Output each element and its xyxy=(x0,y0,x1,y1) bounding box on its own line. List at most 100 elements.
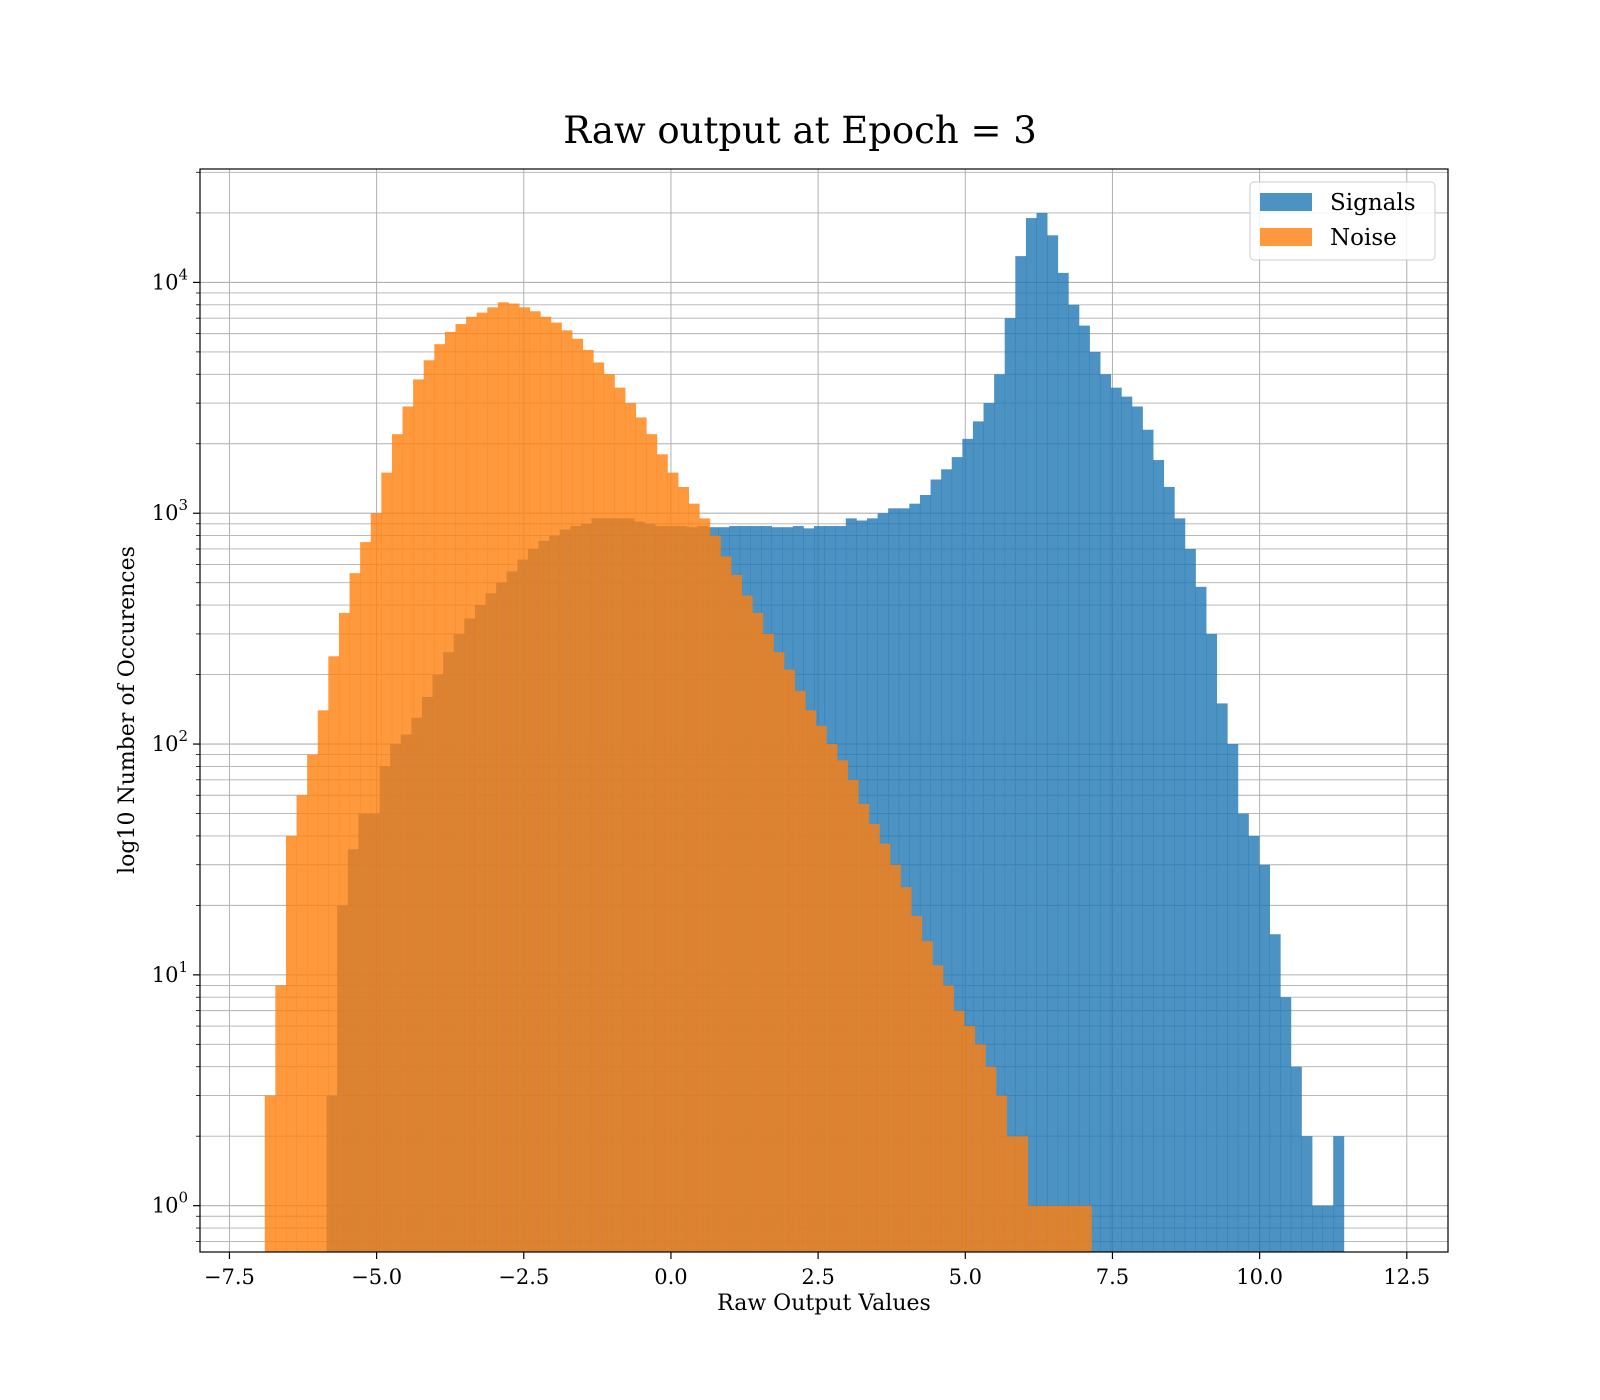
noise-bar xyxy=(360,542,372,1252)
noise-bar xyxy=(614,387,626,1252)
signals-bar xyxy=(1078,325,1090,1253)
plot-frame xyxy=(199,168,1449,1253)
noise-bar xyxy=(889,864,901,1252)
noise-bar xyxy=(805,710,817,1252)
noise-bar xyxy=(328,656,340,1252)
noise-bar xyxy=(1027,1205,1039,1252)
signals-bar xyxy=(994,374,1006,1252)
noise-bar xyxy=(550,322,562,1252)
signals-bar xyxy=(898,508,910,1253)
signals-bar xyxy=(919,494,931,1253)
signals-bar xyxy=(1248,835,1260,1252)
noise-bar xyxy=(466,316,478,1252)
noise-bar xyxy=(497,302,509,1252)
noise-bar xyxy=(921,941,933,1252)
signals-bar xyxy=(1015,256,1027,1252)
noise-bar xyxy=(519,307,531,1252)
noise-bar xyxy=(508,303,520,1252)
noise-bar xyxy=(667,472,679,1253)
signals-bar xyxy=(1004,318,1016,1252)
noise-bar xyxy=(582,349,594,1252)
noise-bar xyxy=(264,1095,276,1252)
x-tick-label: 2.5 xyxy=(801,1265,834,1289)
signals-bar xyxy=(1184,548,1196,1252)
signals-bar xyxy=(1068,304,1080,1252)
signals-bar xyxy=(1089,351,1101,1252)
noise-bar xyxy=(487,307,499,1252)
noise-bar xyxy=(1017,1136,1029,1252)
signals-bar xyxy=(930,479,942,1252)
x-tick-label: −2.5 xyxy=(498,1265,549,1289)
noise-bar xyxy=(1038,1205,1050,1252)
signals-bar xyxy=(1259,864,1271,1252)
noise-bar xyxy=(1070,1205,1082,1252)
signals-bar xyxy=(951,457,963,1252)
signals-bar xyxy=(983,403,995,1253)
signals-bar xyxy=(1290,1066,1302,1252)
x-axis-ticks: −7.5 −5.0 −2.5 0.0 2.5 5.0 7.5 10.0 12.5 xyxy=(204,1252,1430,1289)
plot-area xyxy=(199,168,1449,1253)
noise-bar xyxy=(815,725,827,1252)
signals-bar xyxy=(962,438,974,1252)
signals-bar xyxy=(972,421,984,1252)
x-tick-label: 0.0 xyxy=(654,1265,687,1289)
noise-bar xyxy=(275,985,287,1252)
noise-bar xyxy=(296,795,308,1252)
noise-bar xyxy=(635,417,647,1252)
signals-bar xyxy=(1025,218,1037,1252)
noise-bar xyxy=(656,454,668,1252)
signals-bar xyxy=(1163,486,1175,1252)
signals-bar xyxy=(1110,387,1122,1252)
noise-bar xyxy=(603,374,615,1252)
noise-bar xyxy=(995,1095,1007,1252)
signals-bar xyxy=(909,503,921,1252)
signals-bar xyxy=(1036,212,1048,1253)
y-tick-label: 104 xyxy=(152,265,188,294)
x-tick-label: 5.0 xyxy=(949,1265,982,1289)
legend-label-noise: Noise xyxy=(1330,225,1397,251)
signals-bar xyxy=(1057,272,1069,1252)
noise-bar xyxy=(402,406,414,1252)
chart-title: Raw output at Epoch = 3 xyxy=(563,109,1037,152)
noise-bar xyxy=(942,985,954,1252)
y-axis-ticks: 100 101 102 103 104 xyxy=(152,171,200,1242)
noise-bar xyxy=(1048,1205,1060,1252)
y-tick-label: 103 xyxy=(152,496,188,525)
signals-bar xyxy=(1142,429,1154,1252)
signals-bar xyxy=(1047,235,1059,1253)
legend-label-signals: Signals xyxy=(1330,190,1416,216)
x-axis-label: Raw Output Values xyxy=(717,1291,931,1316)
y-tick-label: 101 xyxy=(152,958,188,987)
x-tick-label: 12.5 xyxy=(1383,1265,1430,1289)
x-tick-label: 10.0 xyxy=(1236,1265,1283,1289)
legend: Signals Noise xyxy=(1249,181,1436,261)
noise-bar xyxy=(836,760,848,1252)
signals-bar xyxy=(1227,744,1239,1252)
noise-bar xyxy=(540,316,552,1252)
noise-bar xyxy=(752,612,764,1252)
signals-bar xyxy=(1100,374,1112,1252)
signals-bar xyxy=(1312,1205,1324,1252)
noise-bar xyxy=(561,330,573,1253)
noise-bar xyxy=(794,690,806,1252)
noise-bar xyxy=(826,744,838,1252)
noise-bar xyxy=(974,1044,986,1252)
signals-bar xyxy=(1153,460,1165,1252)
noise-bar xyxy=(678,486,690,1252)
noise-bar xyxy=(413,379,425,1252)
noise-bar xyxy=(572,338,584,1252)
signals-bar xyxy=(1195,586,1207,1252)
noise-bar xyxy=(370,513,382,1252)
noise-bar xyxy=(1059,1205,1071,1252)
x-tick-label: −5.0 xyxy=(351,1265,402,1289)
noise-bar xyxy=(911,915,923,1252)
noise-bar xyxy=(625,403,637,1253)
noise-bar xyxy=(381,472,393,1253)
noise-bar xyxy=(762,633,774,1252)
y-tick-label: 102 xyxy=(152,727,188,756)
noise-bar xyxy=(423,360,435,1252)
noise-bar xyxy=(338,612,350,1252)
y-tick-label: 100 xyxy=(152,1189,188,1218)
signals-bar xyxy=(1301,1136,1313,1252)
noise-bar xyxy=(730,575,742,1252)
